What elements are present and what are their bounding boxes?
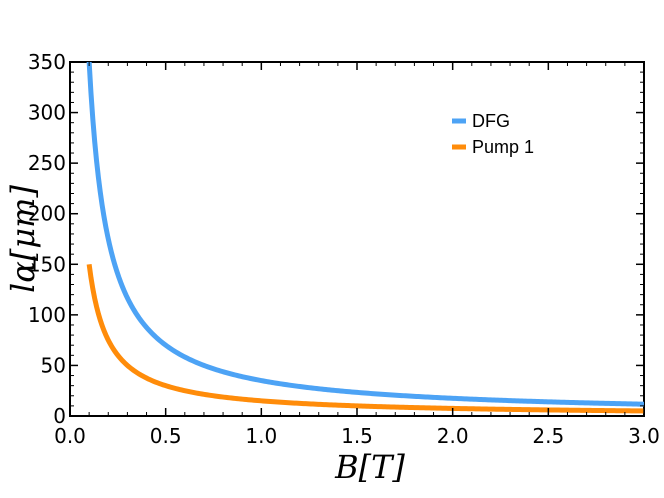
legend-label-dfg: DFG xyxy=(472,111,510,131)
y-tick-label: 250 xyxy=(28,151,66,175)
y-axis-label: lα[μm] xyxy=(4,185,42,293)
legend-label-pump-1: Pump 1 xyxy=(472,137,534,157)
y-tick-label: 50 xyxy=(41,353,66,377)
y-tick-label: 300 xyxy=(28,101,66,125)
x-tick-label: 2.0 xyxy=(437,424,469,448)
series-line-dfg xyxy=(86,62,644,407)
x-tick-label: 1.0 xyxy=(245,424,277,448)
y-tick-label: 200 xyxy=(28,202,66,226)
y-tick-label: 350 xyxy=(28,50,66,74)
plot-area xyxy=(69,61,645,417)
x-tick-label: 0.5 xyxy=(150,424,182,448)
x-axis: 0.0 0.5 1.0 1.5 2.0 2.5 3.0 xyxy=(54,62,660,448)
x-tick-label: 3.0 xyxy=(628,424,660,448)
x-tick-label: 0.0 xyxy=(54,424,86,448)
legend: DFG Pump 1 xyxy=(452,111,534,157)
y-tick-label: 0 xyxy=(53,404,66,428)
plot-frame xyxy=(69,61,645,417)
series-line-pump-1 xyxy=(86,263,644,414)
y-tick-label: 100 xyxy=(28,303,66,327)
y-tick-label: 150 xyxy=(28,252,66,276)
x-axis-label: B[T] xyxy=(334,448,405,486)
y-axis: 0 50 100 150 200 250 300 350 xyxy=(28,50,644,428)
x-tick-label: 1.5 xyxy=(341,424,373,448)
x-tick-label: 2.5 xyxy=(532,424,564,448)
